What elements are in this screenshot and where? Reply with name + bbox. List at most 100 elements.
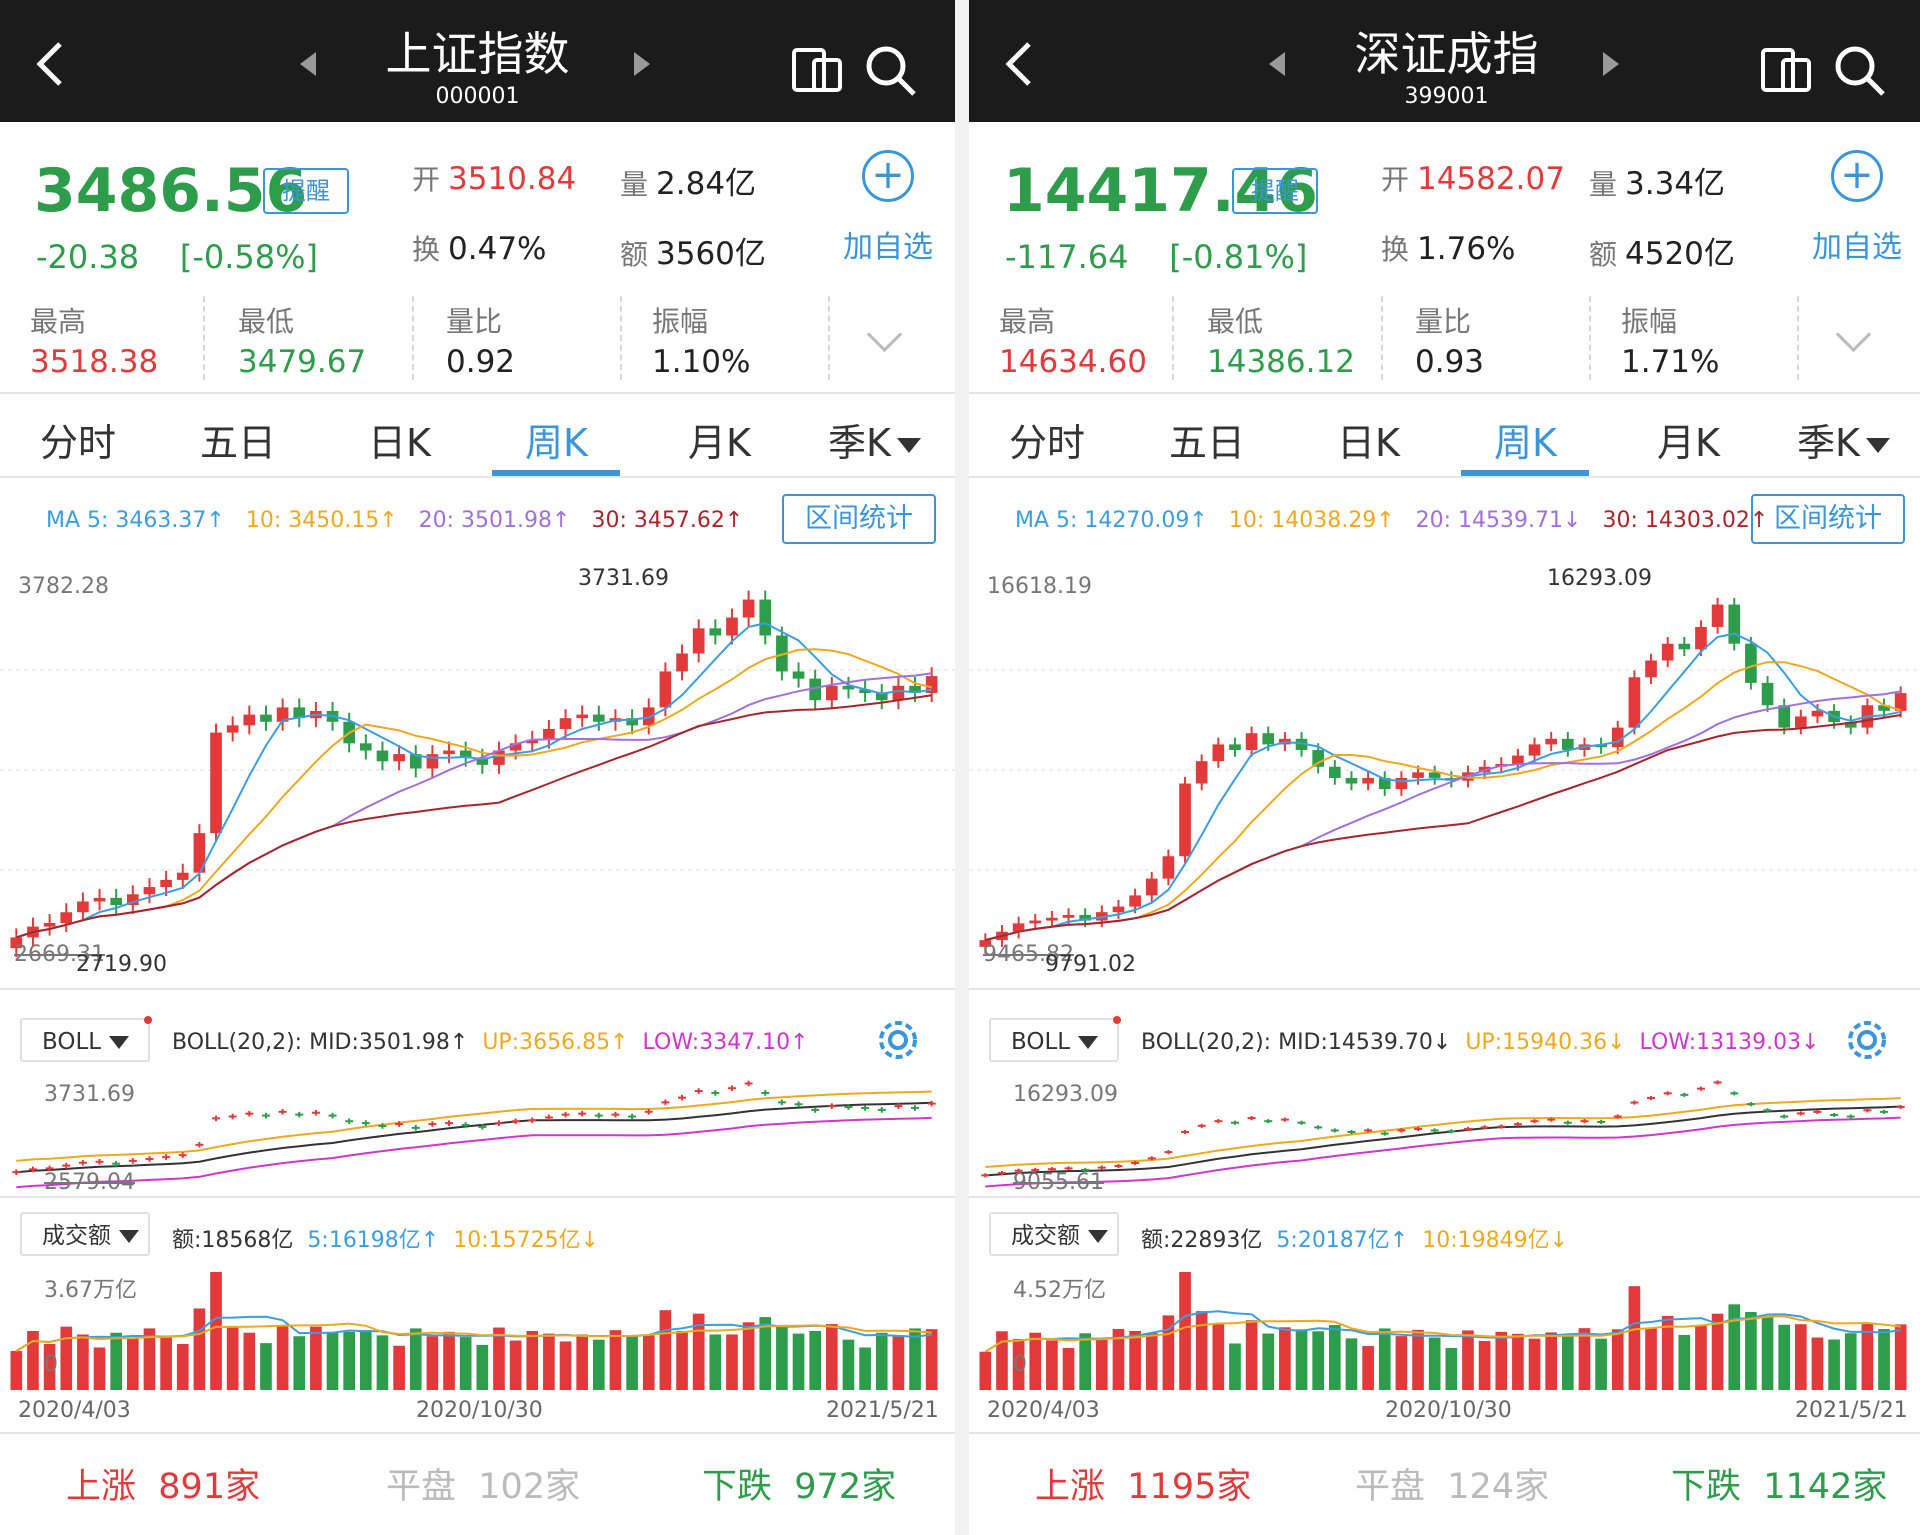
- date-axis: 2020/4/03 2020/10/30 2021/5/21: [969, 1398, 1920, 1428]
- tab-five-day[interactable]: 五日: [200, 421, 277, 465]
- turnover-rate: 换 1.76%: [1381, 231, 1516, 267]
- boll-indicator-select[interactable]: BOLL: [989, 1016, 1121, 1062]
- volume-bar: [825, 1324, 838, 1390]
- tab-intraday[interactable]: 分时: [40, 421, 117, 465]
- volume-bar: [559, 1341, 572, 1390]
- candle-body: [1661, 643, 1674, 661]
- settings-gear-icon[interactable]: [1843, 1016, 1891, 1064]
- tab-quarterly-k[interactable]: 季K: [1797, 412, 1890, 467]
- candle-body: [1245, 733, 1258, 750]
- volume-indicator-select[interactable]: 成交额: [989, 1212, 1119, 1256]
- volume-bar: [1711, 1313, 1724, 1390]
- candle-body: [1811, 710, 1824, 717]
- active-tab-underline: [492, 470, 620, 476]
- volume-bar: [925, 1329, 938, 1390]
- expand-chevron-icon[interactable]: [866, 316, 903, 353]
- candle-body: [1678, 643, 1691, 650]
- boll-low-line: [16, 1116, 932, 1189]
- boll-indicator-select[interactable]: BOLL: [20, 1016, 152, 1062]
- expand-chevron-icon[interactable]: [1835, 316, 1872, 353]
- candle-body: [1728, 604, 1741, 644]
- kline-chart[interactable]: [0, 550, 955, 980]
- volume-chart: [10, 1272, 938, 1390]
- landscape-switch-icon[interactable]: [1759, 42, 1815, 98]
- prev-index-arrow-icon[interactable]: [300, 52, 316, 76]
- volume-bar: [1112, 1329, 1125, 1390]
- tab-weekly-k[interactable]: 周K: [1494, 421, 1557, 465]
- ma30-value: 30: 14303.02↑: [1602, 508, 1769, 533]
- kline-chart[interactable]: [969, 550, 1920, 980]
- next-index-arrow-icon[interactable]: [1603, 52, 1619, 76]
- add-watchlist-button[interactable]: 加自选: [1812, 230, 1902, 265]
- volume-indicator-select[interactable]: 成交额: [20, 1212, 150, 1256]
- index-code: 000001: [435, 84, 520, 109]
- tab-five-day[interactable]: 五日: [1169, 421, 1246, 465]
- stat-divider: [412, 296, 414, 380]
- volume-bar: [193, 1308, 206, 1390]
- next-index-arrow-icon[interactable]: [634, 52, 650, 76]
- range-statistics-button[interactable]: 区间统计: [1751, 494, 1905, 544]
- volume-bar: [143, 1328, 156, 1390]
- candle-body: [592, 714, 605, 722]
- volume-bar: [1794, 1324, 1807, 1390]
- candle-body: [1145, 878, 1158, 896]
- back-arrow-icon[interactable]: [999, 40, 1043, 88]
- candle-body: [842, 685, 855, 690]
- candle-body: [1378, 777, 1391, 790]
- tab-monthly-k[interactable]: 月K: [688, 421, 751, 465]
- range-statistics-button[interactable]: 区间统计: [782, 494, 936, 544]
- candle-body: [1761, 682, 1774, 706]
- candle-body: [210, 732, 222, 834]
- tab-quarterly-k[interactable]: 季K: [828, 412, 921, 467]
- volume-info: 额:18568亿 5:16198亿↑ 10:15725亿↓: [172, 1228, 600, 1253]
- candle-body: [1695, 626, 1707, 650]
- candle-body: [77, 901, 89, 913]
- candle-body: [1711, 604, 1724, 627]
- volume-bar: [1362, 1346, 1374, 1390]
- candle-body: [726, 617, 738, 636]
- search-icon[interactable]: [862, 42, 918, 98]
- candle-body: [1844, 722, 1857, 728]
- prev-index-arrow-icon[interactable]: [1269, 52, 1285, 76]
- candle-body: [276, 707, 289, 722]
- volume-bar: [409, 1328, 422, 1390]
- tab-intraday[interactable]: 分时: [1009, 421, 1086, 465]
- stat-low-label: 最低: [238, 305, 295, 338]
- volume-zero-label: 0: [1013, 1352, 1027, 1377]
- volume-bar: [343, 1331, 356, 1390]
- volume-bar: [1761, 1317, 1774, 1390]
- volume-bar: [776, 1324, 788, 1390]
- add-watchlist-plus-icon[interactable]: +: [1831, 150, 1883, 202]
- candle-body: [1561, 738, 1574, 750]
- boll-mid-line: [16, 1101, 932, 1174]
- candle-body: [160, 879, 172, 888]
- candle-body: [443, 750, 455, 755]
- volume-bar: [1062, 1348, 1075, 1390]
- tab-daily-k[interactable]: 日K: [368, 421, 431, 465]
- chart-max-label: 16618.19: [987, 574, 1092, 599]
- settings-gear-icon[interactable]: [874, 1016, 922, 1064]
- search-icon[interactable]: [1831, 42, 1887, 98]
- tab-monthly-k[interactable]: 月K: [1657, 421, 1720, 465]
- tab-daily-k[interactable]: 日K: [1337, 421, 1400, 465]
- volume-bar: [260, 1343, 272, 1390]
- remind-button[interactable]: 提醒: [263, 168, 349, 214]
- volume-bar: [1678, 1334, 1691, 1390]
- volume-bar: [1162, 1315, 1175, 1390]
- volume-bar: [842, 1339, 855, 1390]
- candle-body: [809, 678, 822, 701]
- ma5-line: [985, 632, 1901, 942]
- landscape-switch-icon[interactable]: [790, 42, 846, 98]
- candle-body: [110, 897, 123, 906]
- tab-weekly-k[interactable]: 周K: [525, 421, 588, 465]
- volume-bar: [1778, 1324, 1791, 1390]
- add-watchlist-button[interactable]: 加自选: [843, 230, 933, 265]
- back-arrow-icon[interactable]: [30, 40, 74, 88]
- candle-body: [476, 757, 489, 765]
- remind-button[interactable]: 提醒: [1232, 168, 1318, 214]
- volume-bar: [692, 1313, 705, 1390]
- add-watchlist-plus-icon[interactable]: +: [862, 150, 914, 202]
- volume-bar: [1828, 1339, 1840, 1390]
- volume-bar: [276, 1325, 289, 1390]
- volume: 量 2.84亿: [620, 166, 757, 202]
